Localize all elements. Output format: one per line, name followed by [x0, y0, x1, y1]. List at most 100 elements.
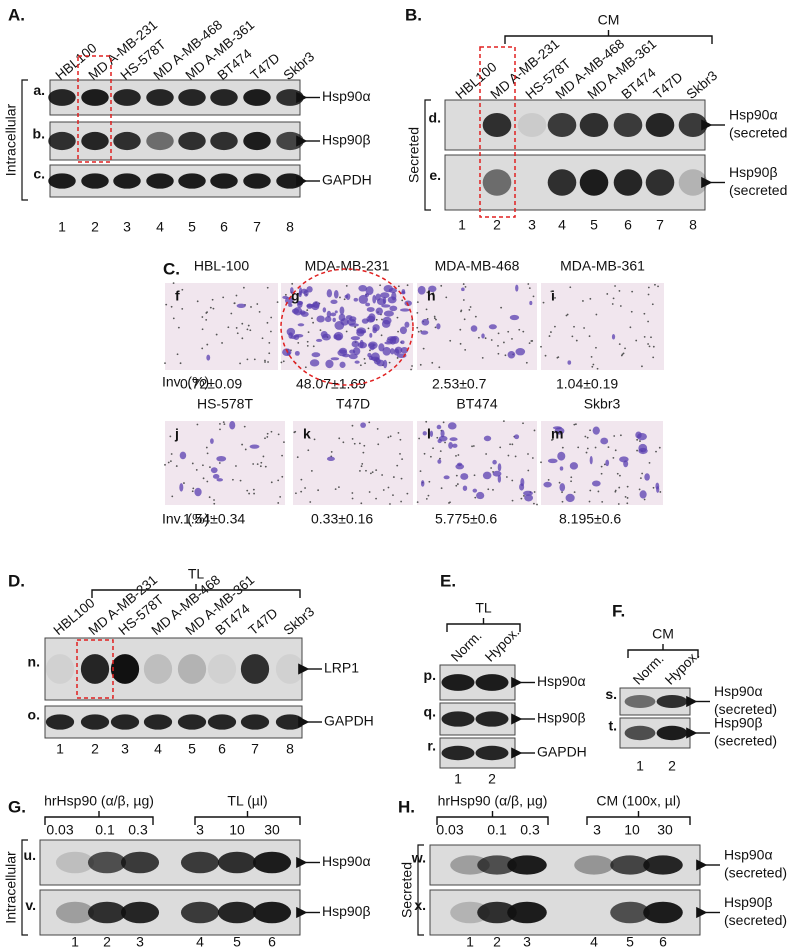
speck	[459, 328, 462, 331]
speck	[205, 446, 208, 449]
target-label: Hsp90β	[322, 903, 371, 919]
invasion-value: 5.775±0.6	[435, 511, 497, 527]
speck	[313, 438, 316, 441]
speck	[351, 424, 354, 427]
speck	[619, 474, 621, 477]
target-label: Hsp90β	[729, 164, 778, 180]
panel-letter: C.	[163, 259, 180, 278]
speck	[429, 455, 432, 458]
row-letter: d.	[429, 110, 441, 126]
speck	[169, 435, 172, 438]
side-bracket	[21, 839, 28, 936]
speck	[591, 365, 594, 368]
speck	[573, 325, 575, 328]
cell	[636, 432, 647, 441]
speck	[540, 345, 542, 348]
speck	[246, 358, 249, 361]
band	[624, 725, 656, 741]
speck	[233, 302, 236, 305]
speck	[584, 435, 587, 438]
target-label: Hsp90α	[537, 673, 586, 689]
speck	[209, 466, 211, 469]
cell	[375, 307, 383, 316]
lane-number: 6	[268, 934, 276, 950]
cell	[655, 482, 660, 490]
speck	[276, 301, 279, 304]
speck	[218, 462, 221, 464]
cell	[194, 487, 202, 497]
cell	[376, 298, 386, 306]
cell	[497, 475, 502, 483]
cell	[421, 318, 430, 326]
band	[120, 901, 160, 924]
speck	[253, 492, 255, 495]
speck	[241, 337, 244, 340]
cell	[383, 310, 394, 317]
speck	[311, 317, 313, 320]
speck	[264, 437, 266, 440]
speck	[270, 330, 272, 333]
band	[475, 745, 509, 761]
cell	[359, 339, 364, 349]
speck	[641, 472, 644, 475]
speck	[183, 482, 185, 484]
speck	[455, 454, 457, 457]
target-note: (secreted)	[729, 182, 787, 198]
lane-label: Skbr3	[684, 68, 721, 102]
speck	[658, 446, 661, 449]
speck	[192, 487, 195, 490]
speck	[389, 435, 392, 438]
lane-number: 4	[154, 741, 162, 757]
side-bracket	[21, 79, 28, 201]
band	[210, 173, 238, 189]
speck	[507, 330, 510, 333]
cell	[333, 289, 339, 299]
cell	[605, 459, 610, 467]
cell	[515, 284, 519, 292]
speck	[283, 441, 285, 444]
band	[45, 654, 75, 684]
speck	[596, 367, 599, 370]
speck	[497, 352, 500, 355]
speck	[474, 496, 477, 499]
speck	[468, 308, 471, 311]
band	[48, 131, 76, 151]
speck	[406, 284, 409, 287]
group-label: hrHsp90 (α/β, µg)	[44, 793, 154, 809]
speck	[624, 495, 627, 498]
speck	[643, 498, 646, 501]
speck	[618, 290, 621, 292]
cell	[399, 326, 407, 335]
speck	[582, 300, 584, 302]
speck	[241, 322, 244, 325]
speck	[585, 451, 588, 454]
cell	[179, 451, 187, 460]
speck	[643, 312, 646, 315]
row-letter: x.	[414, 897, 426, 913]
speck	[392, 476, 395, 478]
speck	[474, 315, 477, 318]
band	[180, 851, 220, 874]
cell	[449, 437, 458, 442]
speck	[248, 492, 251, 495]
band	[643, 901, 683, 924]
band	[477, 901, 517, 924]
dose-label: 3	[593, 822, 601, 838]
speck	[485, 453, 488, 455]
speck	[364, 362, 366, 365]
target-label: Hsp90β	[714, 715, 763, 731]
speck	[179, 362, 182, 365]
speck	[279, 495, 282, 498]
cell	[326, 289, 333, 298]
speck	[643, 335, 646, 338]
band	[275, 714, 305, 730]
speck	[262, 455, 265, 458]
bracket	[91, 584, 301, 598]
bracket	[446, 618, 521, 632]
cell	[311, 302, 320, 311]
speck	[382, 489, 385, 491]
speck	[256, 303, 259, 305]
speck	[266, 286, 269, 289]
speck	[463, 318, 466, 321]
speck	[268, 341, 271, 344]
